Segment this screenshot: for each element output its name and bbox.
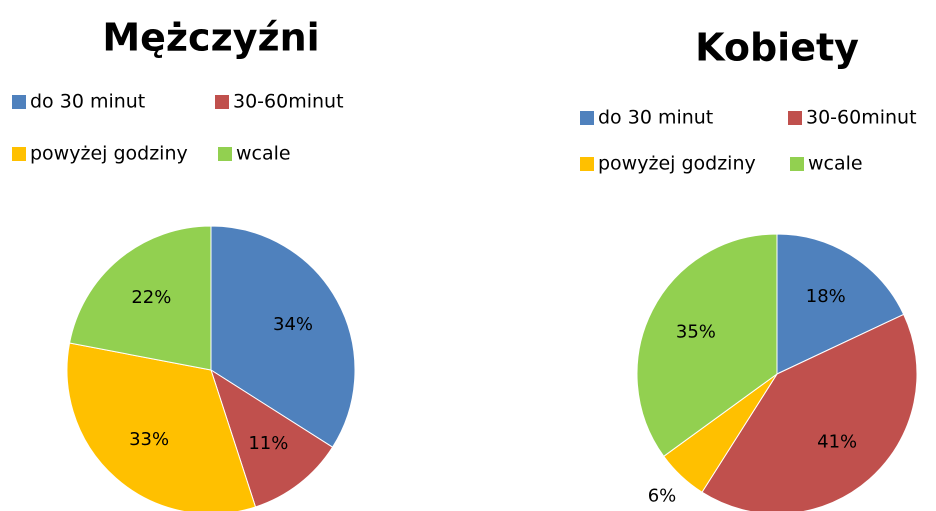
legend-label: powyżej godziny (598, 153, 756, 175)
data-label: 22% (131, 287, 171, 308)
legend-label: wcale (236, 143, 291, 165)
legend-swatch (12, 147, 26, 161)
legend-swatch (12, 95, 26, 109)
chart-title: Kobiety (695, 26, 859, 70)
data-label: 6% (648, 485, 677, 506)
pie-slice (66, 342, 257, 511)
legend-swatch (788, 111, 802, 125)
pie-slice (210, 225, 356, 448)
pie-slice (701, 313, 918, 511)
data-label: 41% (817, 431, 857, 452)
data-label: 11% (248, 433, 288, 454)
legend-swatch (580, 111, 594, 125)
legend-swatch (218, 147, 232, 161)
legend-label: do 30 minut (30, 91, 145, 113)
legend-label: do 30 minut (598, 107, 713, 129)
data-label: 18% (806, 286, 846, 307)
legend-label: 30-60minut (806, 107, 917, 129)
chart-title: Mężczyźni (102, 16, 319, 60)
pie-slice (68, 225, 212, 371)
pie-slice (636, 233, 778, 457)
legend-label: wcale (808, 153, 863, 175)
legend-swatch (215, 95, 229, 109)
data-label: 34% (273, 314, 313, 335)
legend-label: powyżej godziny (30, 143, 188, 165)
data-label: 35% (676, 322, 716, 343)
pie-slice (210, 368, 334, 508)
legend-label: 30-60minut (233, 91, 344, 113)
legend-swatch (790, 157, 804, 171)
data-label: 33% (129, 429, 169, 450)
legend-swatch (580, 157, 594, 171)
pie-slice (776, 233, 905, 375)
